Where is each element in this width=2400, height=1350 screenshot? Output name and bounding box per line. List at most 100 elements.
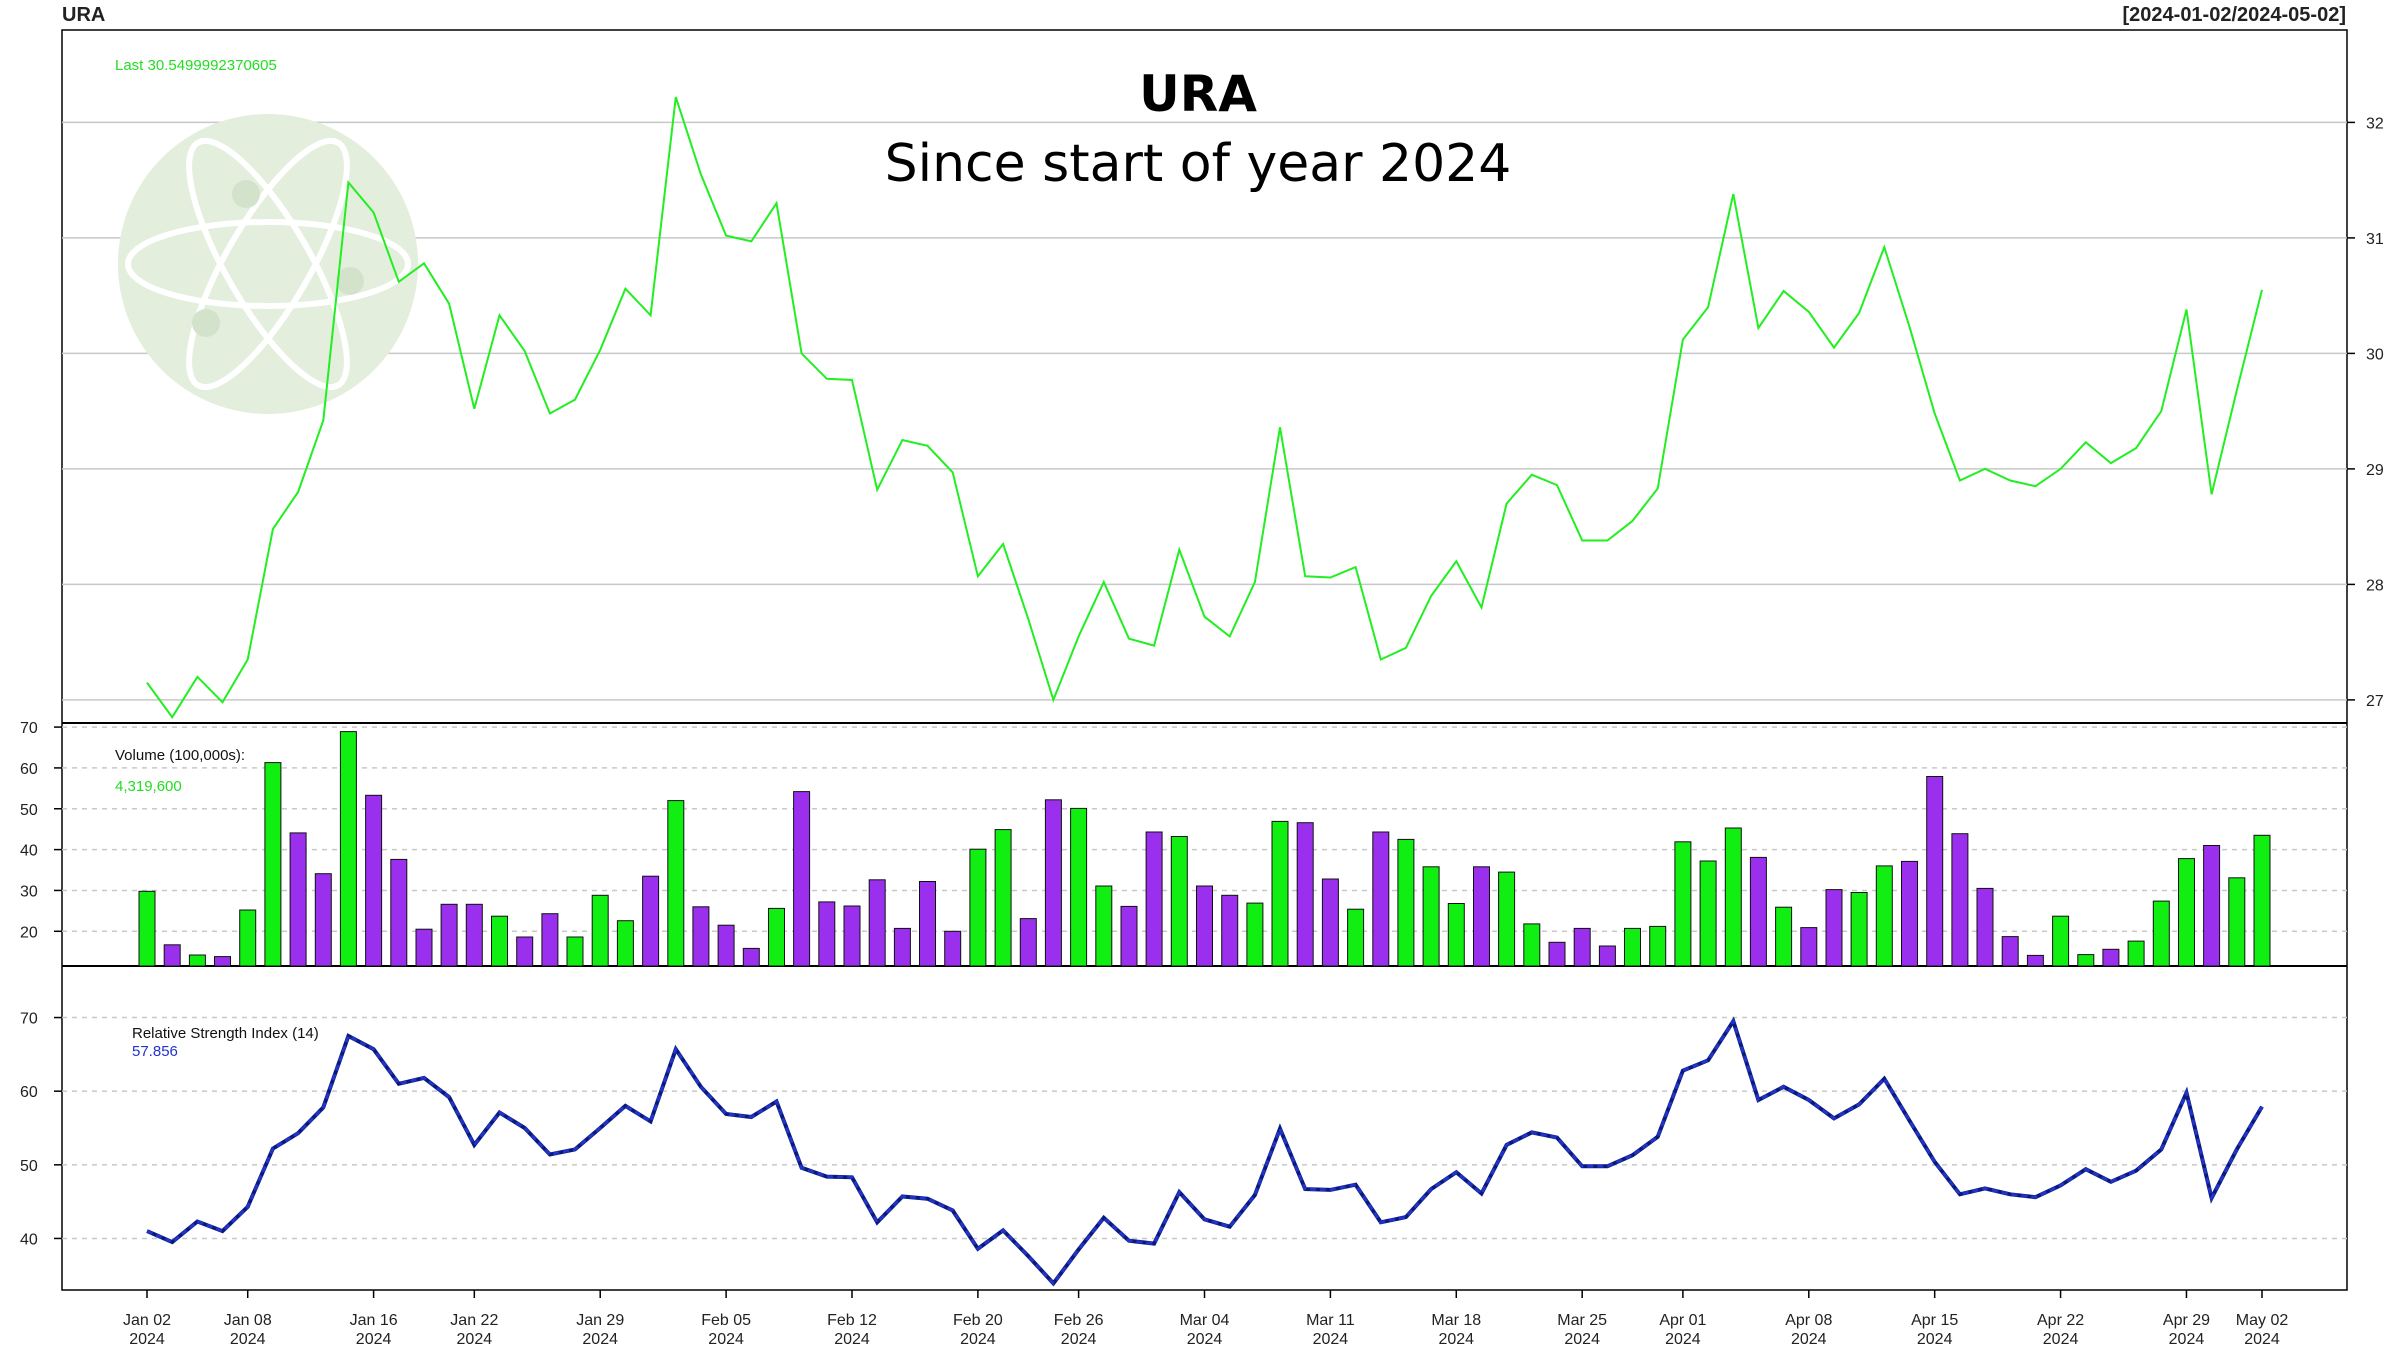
volume-bar [1044, 799, 1062, 967]
rsi-last-label: 57.856 [132, 1043, 178, 1060]
volume-bar [1070, 807, 1088, 967]
volume-bar [843, 905, 861, 967]
volume-bar [1321, 878, 1339, 967]
x-tick-year: 2024 [1313, 1331, 1349, 1348]
volume-bar [768, 907, 785, 967]
x-tick-year: 2024 [834, 1331, 870, 1348]
volume-bar [944, 930, 962, 967]
rsi-tick-label: 40 [20, 1231, 38, 1248]
x-tick-label: Mar 11 [1306, 1312, 1355, 1329]
x-tick-label: Feb 26 [1054, 1312, 1104, 1329]
volume-bar [2052, 915, 2070, 967]
volume-bar [415, 928, 433, 967]
price-tick-label: 32 [2366, 115, 2384, 132]
volume-bar [994, 829, 1012, 967]
symbol-header: URA [62, 4, 105, 26]
volume-bar [818, 901, 836, 967]
x-tick-year: 2024 [356, 1331, 392, 1348]
rsi-line-shadow [146, 1016, 2264, 1287]
volume-bar [264, 762, 282, 967]
price-series [146, 96, 2263, 719]
volume-bar [339, 731, 357, 967]
price-tick-label: 27 [2366, 693, 2384, 710]
volume-bar [1624, 927, 1641, 967]
volume-bar [239, 909, 257, 967]
rsi-series [146, 1016, 2264, 1287]
atom-icon [118, 114, 418, 414]
volume-bar [365, 794, 383, 967]
volume-bar [1246, 902, 1264, 967]
x-tick-year: 2024 [1187, 1331, 1223, 1348]
volume-bar [616, 920, 634, 967]
volume-tick-label: 60 [20, 761, 38, 778]
volume-bar [1800, 927, 1818, 967]
chart-subtitle: Since start of year 2024 [885, 134, 1512, 194]
volume-bar [1221, 894, 1239, 967]
rsi-line [146, 1017, 2264, 1286]
x-tick-label: Mar 18 [1431, 1312, 1481, 1329]
x-tick-year: 2024 [582, 1331, 618, 1348]
price-tick-label: 29 [2366, 462, 2384, 479]
volume-bar [2127, 940, 2145, 967]
volume-bar [1498, 871, 1516, 967]
volume-bar [692, 906, 710, 967]
x-tick-label: Jan 22 [450, 1312, 498, 1329]
volume-bar [163, 944, 181, 967]
volume-bar [465, 903, 483, 967]
volume-tick-label: 50 [20, 802, 38, 819]
volume-bar [1095, 885, 1113, 967]
volume-bar [1019, 918, 1037, 967]
x-tick-label: Apr 08 [1785, 1312, 1832, 1329]
volume-bar [214, 956, 231, 967]
volume-bar [717, 924, 735, 967]
x-tick-label: Apr 01 [1659, 1312, 1706, 1329]
rsi-tick-label: 70 [20, 1011, 38, 1028]
x-tick-year: 2024 [1438, 1331, 1474, 1348]
last-price-label: Last 30.5499992370605 [115, 57, 277, 74]
volume-tick-label: 70 [20, 720, 38, 737]
rsi-tick-label: 50 [20, 1158, 38, 1175]
volume-bar [1850, 892, 1868, 967]
x-tick-year: 2024 [230, 1331, 266, 1348]
x-tick-year: 2024 [1917, 1331, 1953, 1348]
volume-bar [1775, 906, 1793, 967]
volume-bar [1724, 827, 1742, 967]
volume-last-label: 4,319,600 [115, 778, 182, 795]
x-tick-label: Apr 29 [2163, 1312, 2210, 1329]
volume-bar [491, 915, 508, 967]
rsi-tick-label: 60 [20, 1084, 38, 1101]
volume-bar [541, 913, 559, 967]
x-axis: Jan 02 2024 Jan 08 2024 Jan 16 2024 Jan 22 2024… [123, 1290, 2288, 1348]
volume-bar [2203, 845, 2221, 967]
volume-bar [138, 890, 156, 967]
volume-bar [742, 947, 760, 967]
volume-bar [1548, 941, 1566, 967]
volume-bar [1976, 887, 1994, 967]
volume-bar [868, 879, 886, 967]
x-tick-year: 2024 [2244, 1331, 2280, 1348]
volume-bar [2228, 877, 2246, 967]
x-tick-label: Jan 29 [576, 1312, 624, 1329]
price-tick-label: 30 [2366, 346, 2384, 363]
volume-bar [1901, 860, 1918, 967]
volume-bar [793, 791, 811, 967]
volume-bar [2102, 948, 2120, 967]
volume-bar [516, 936, 534, 967]
volume-bar [893, 927, 911, 967]
volume-bar [2178, 858, 2195, 967]
volume-bar [1447, 903, 1465, 967]
volume-tick-label: 40 [20, 843, 38, 860]
x-tick-label: Apr 15 [1911, 1312, 1958, 1329]
x-tick-year: 2024 [1061, 1331, 1097, 1348]
x-tick-year: 2024 [1665, 1331, 1701, 1348]
volume-bar [1674, 841, 1692, 967]
x-tick-year: 2024 [708, 1331, 744, 1348]
volume-bar [1170, 836, 1188, 967]
x-tick-year: 2024 [960, 1331, 996, 1348]
x-tick-label: Apr 22 [2037, 1312, 2084, 1329]
x-tick-year: 2024 [2043, 1331, 2079, 1348]
volume-bar [566, 936, 584, 967]
x-tick-label: May 02 [2236, 1312, 2289, 1329]
volume-bar [1296, 822, 1314, 967]
